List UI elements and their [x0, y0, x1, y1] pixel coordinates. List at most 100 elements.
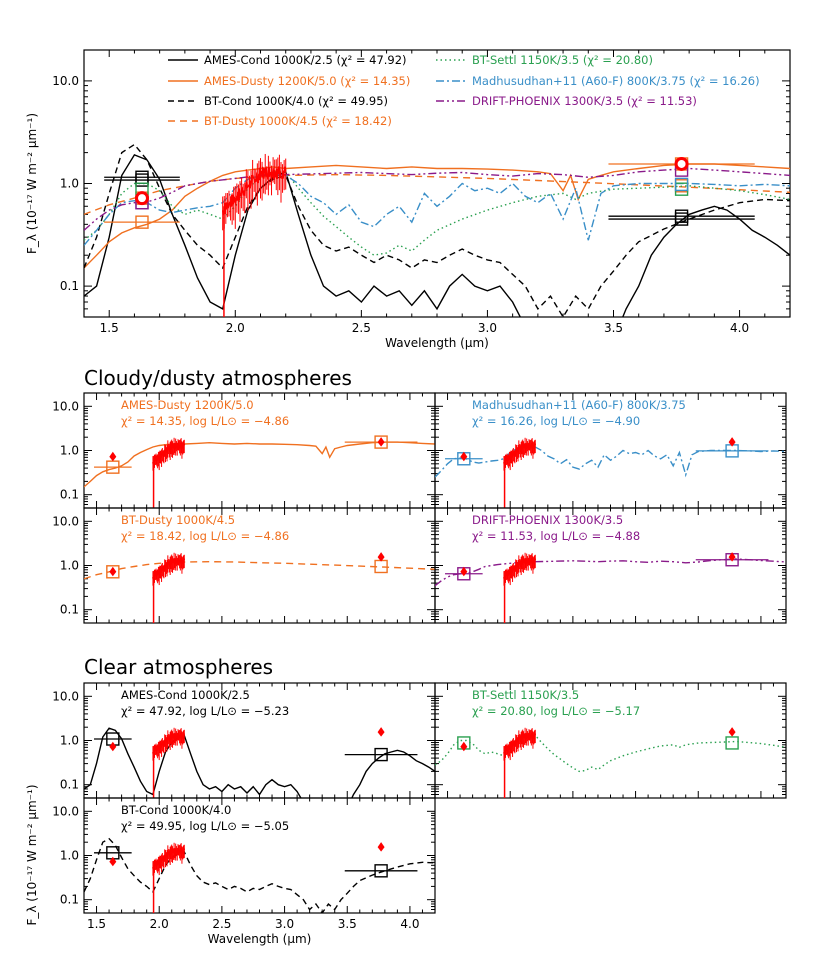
main-ames_dusty-series-line — [84, 163, 790, 269]
main-xtick-label: 1.5 — [100, 321, 119, 335]
panel-bt_cond-spectrum-line — [152, 847, 186, 870]
main-bt_dusty-series-line — [84, 173, 790, 216]
panel-ames_cond-spectrum — [152, 727, 186, 798]
panel-ames_cond-spectrum-line — [152, 732, 186, 755]
main-xlabel: Wavelength (μm) — [385, 336, 489, 350]
panel-ames_dusty-ames_dusty-series-line — [84, 441, 435, 488]
panel-bt_cond-ytick-label: 10.0 — [52, 804, 79, 818]
panel-bt_settl-title: BT-Settl 1150K/3.5 — [472, 688, 579, 702]
bottom-xlabel: Wavelength (μm) — [208, 932, 312, 946]
panel-bt_dusty-ytick-label: 1.0 — [60, 559, 79, 573]
main-madhusudhan-synth-point — [674, 177, 689, 192]
panel-drift-spectrum-line — [503, 557, 537, 580]
panel-drift-spectrum — [503, 552, 537, 623]
panel-ames_dusty-ytick-label: 1.0 — [60, 444, 79, 458]
panel-bt_settl-chi-label: χ² = 20.80, log L/L⊙ = −5.17 — [472, 704, 640, 718]
panel-ames_cond-photometry-point — [109, 741, 117, 752]
main-ytick-label: 0.1 — [60, 279, 79, 293]
panel-bt_dusty-bt_dusty-synth-point — [106, 565, 120, 579]
main-bt_settl-series-line — [84, 171, 790, 256]
legend-entry-bt_dusty: BT-Dusty 1000K/4.5 (χ² = 18.42) — [204, 114, 392, 128]
panel-madhusudhan-spectrum — [503, 437, 537, 508]
main-drift-series-line — [84, 167, 790, 231]
panel-ames_dusty-ytick-label: 10.0 — [52, 399, 79, 413]
panel-ames_cond-title: AMES-Cond 1000K/2.5 — [121, 688, 250, 702]
panel-ames_cond-photometry-point — [377, 727, 385, 737]
panel-bt_settl-bt_settl-series-line — [435, 734, 786, 773]
panel-drift-axes — [434, 507, 787, 624]
legend-entry-madhusudhan: Madhusudhan+11 (A60-F) 800K/3.75 (χ² = 1… — [472, 74, 760, 88]
legend-entry-ames_dusty: AMES-Dusty 1200K/5.0 (χ² = 14.35) — [204, 74, 410, 88]
panel-bt_cond-title: BT-Cond 1000K/4.0 — [121, 803, 231, 817]
panel-ames_dusty-spectrum-line — [152, 442, 186, 465]
panel-bt_cond-photometry-point — [109, 856, 117, 867]
panel-madhusudhan-photometry-point — [460, 451, 468, 462]
legend-entry-ames_cond: AMES-Cond 1000K/2.5 (χ² = 47.92) — [204, 53, 407, 67]
legend-entry-drift: DRIFT-PHOENIX 1300K/3.5 (χ² = 11.53) — [472, 94, 697, 108]
main-spectrum — [221, 153, 287, 317]
main-bt_settl-synth-point — [674, 182, 689, 196]
panel-drift-photometry-point — [460, 566, 468, 577]
panel-ames_cond-ytick-label: 10.0 — [52, 689, 79, 703]
panel-bt_cond-bt_cond-synth-point — [374, 864, 388, 878]
panel-ames_dusty-chi-label: χ² = 14.35, log L/L⊙ = −4.86 — [121, 414, 289, 428]
main-ytick-label: 10.0 — [52, 74, 79, 88]
main-photometry-point — [134, 191, 149, 206]
panel-bt_dusty-ytick-label: 10.0 — [52, 514, 79, 528]
main-xtick-label: 2.0 — [226, 321, 245, 335]
panel-bt_settl-spectrum — [503, 727, 537, 798]
panel-bt_cond-xtick-label: 3.5 — [338, 917, 357, 931]
main-bt_cond-synth-point — [674, 212, 689, 226]
panel-bt_settl-bt_settl-synth-point — [725, 736, 739, 750]
panel-ames_dusty-spectrum — [152, 437, 186, 508]
cloudy-section-title: Cloudy/dusty atmospheres — [84, 366, 352, 390]
panel-bt_settl-photometry-point — [728, 727, 736, 737]
bottom-ylabel: F_λ (10⁻¹⁷ W m⁻² μm⁻¹) — [25, 784, 39, 925]
panel-ames_cond-ames_cond-synth-point — [374, 747, 388, 762]
panel-bt_cond-axes: 0.1 1.0 10.0 1.5 2.0 2.5 3.0 3.5 4.0 — [52, 797, 436, 931]
panel-bt_cond-bt_cond-series-line — [84, 837, 435, 913]
panel-ames_dusty-photometry-point — [377, 437, 385, 447]
panel-bt_dusty-spectrum — [152, 552, 186, 623]
panel-madhusudhan-photometry-point — [728, 437, 736, 447]
panel-drift-drift-series-line — [435, 558, 786, 587]
panel-bt_cond-photometry-point — [377, 842, 385, 852]
panel-ames_dusty-title: AMES-Dusty 1200K/5.0 — [121, 398, 254, 412]
panel-ames_dusty-ames_dusty-synth-point — [374, 435, 388, 449]
main-xtick-label: 4.0 — [730, 321, 749, 335]
panel-madhusudhan-spectrum-line — [503, 442, 537, 465]
main-photometry-point — [674, 156, 689, 171]
panel-madhusudhan-chi-label: χ² = 16.26, log L/L⊙ = −4.90 — [472, 414, 640, 428]
panel-bt_settl-axes — [434, 682, 787, 799]
legend-entry-bt_settl: BT-Settl 1150K/3.5 (χ² = 20.80) — [472, 53, 653, 67]
main-xtick-label: 2.5 — [352, 321, 371, 335]
main-axes: 0.1 1.0 10.0 1.5 2.0 2.5 3.0 3.5 4.0 — [52, 49, 791, 335]
panel-drift-photometry-point — [728, 552, 736, 562]
panel-bt_dusty-bt_dusty-series-line — [84, 560, 435, 580]
main-spectrum-line — [221, 166, 287, 216]
clear-section-title: Clear atmospheres — [84, 655, 274, 679]
panel-madhusudhan-axes — [434, 392, 787, 509]
panel-drift-title: DRIFT-PHOENIX 1300K/3.5 — [472, 513, 623, 527]
panel-bt_cond-xtick-label: 3.0 — [275, 917, 294, 931]
legend-entry-bt_cond: BT-Cond 1000K/4.0 (χ² = 49.95) — [204, 94, 388, 108]
panel-bt_cond-xtick-label: 4.0 — [400, 917, 419, 931]
main-ames_cond-series-line — [84, 154, 790, 317]
main-xtick-label: 3.0 — [478, 321, 497, 335]
panel-ames_cond-ytick-label: 1.0 — [60, 734, 79, 748]
main-ytick-label: 1.0 — [60, 177, 79, 191]
panel-bt_dusty-chi-label: χ² = 18.42, log L/L⊙ = −4.86 — [121, 529, 289, 543]
panel-bt_dusty-photometry-point — [377, 552, 385, 562]
panel-ames_dusty-ytick-label: 0.1 — [60, 488, 79, 502]
panel-bt_cond-xtick-label: 2.0 — [150, 917, 169, 931]
panel-bt_dusty-title: BT-Dusty 1000K/4.5 — [121, 513, 235, 527]
panel-ames_cond-chi-label: χ² = 47.92, log L/L⊙ = −5.23 — [121, 704, 289, 718]
main-madhusudhan-series-line — [84, 172, 790, 246]
panel-bt_cond-xtick-label: 1.5 — [87, 917, 106, 931]
main-ylabel: F_λ (10⁻¹⁷ W m⁻² μm⁻¹) — [25, 113, 39, 254]
panel-madhusudhan-title: Madhusudhan+11 (A60-F) 800K/3.75 — [472, 398, 686, 412]
panel-bt_dusty-spectrum-line — [152, 557, 186, 580]
panel-ames_dusty-photometry-point — [109, 451, 117, 462]
panel-drift-chi-label: χ² = 11.53, log L/L⊙ = −4.88 — [472, 529, 640, 543]
